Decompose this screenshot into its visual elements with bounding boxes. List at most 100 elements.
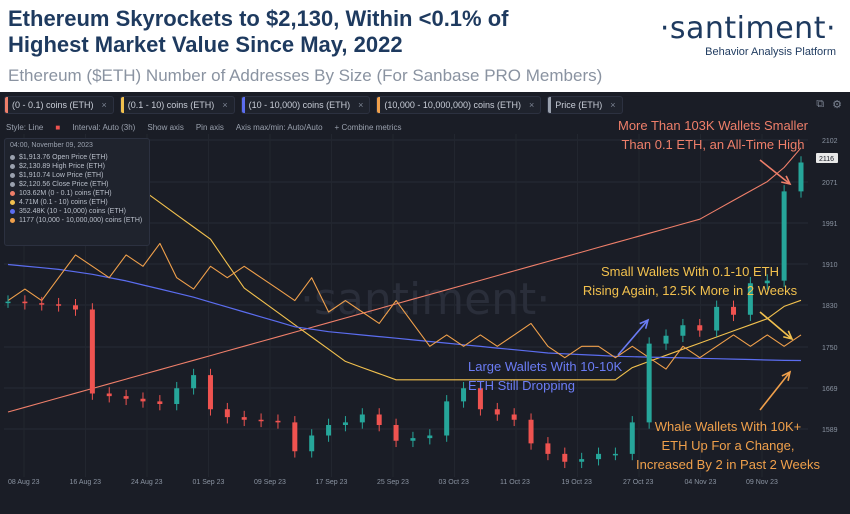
tooltip-row: 1177 (10,000 - 10,000,000) coins (ETH) [10,216,144,225]
close-icon[interactable]: × [222,100,228,110]
candle-body [376,414,382,425]
candle-body [477,388,483,410]
candle-body [191,375,197,389]
tooltip-row: $2,130.89 High Price (ETH) [10,162,144,171]
combine-metrics-button[interactable]: + Combine metrics [334,123,402,132]
brand-name: ·santiment· [659,11,836,46]
price-label: 2116 [819,156,834,163]
candle-body [241,417,247,420]
candle-body [123,396,129,399]
show-axis-toggle[interactable]: Show axis [147,123,184,132]
candle-body [393,425,399,441]
annotation-top-line2: Than 0.1 ETH, an All-Time High [621,137,805,152]
link-icon[interactable]: ⧉ [816,98,825,110]
candle-body [747,283,753,315]
y-tick-label: 1830 [822,303,838,310]
x-tick-label: 16 Aug 23 [70,479,102,486]
candle-body [410,438,416,441]
annotation-whale-line3: Increased By 2 in Past 2 Weeks [635,457,821,472]
candle-body [798,162,804,192]
annotation-small-line1: Small Wallets With 0.1-10 ETH [601,264,779,279]
color-swatch-icon[interactable]: ■ [55,123,61,132]
annotation-large-line1: Large Wallets With 10-10K [468,359,623,374]
arrow-small-wallets-head [783,330,794,341]
candle-body [342,422,348,425]
tooltip-dot [10,164,15,169]
arrow-large-wallets-head [639,318,650,329]
annotation-whale: Whale Wallets With 10K+ ETH Up For a Cha… [610,417,846,474]
x-tick-label: 17 Sep 23 [316,479,348,486]
tooltip-row: $1,913.76 Open Price (ETH) [10,153,144,162]
legend-swatch [120,97,124,113]
title-line-2: Highest Market Value Since May, 2022 [8,32,403,57]
candle-body [629,422,635,454]
series-line-large-wallets [7,263,802,362]
style-selector[interactable]: Style: Line [6,123,44,132]
chart-toolbar: Style: Line ■ Interval: Auto (3h) Show a… [6,123,401,132]
candle-body [444,401,450,436]
close-icon[interactable]: × [610,100,616,110]
title-line-1: Ethereum Skyrockets to $2,130, Within <0… [8,6,509,31]
close-icon[interactable]: × [358,100,364,110]
candle-body [140,398,146,402]
x-tick-label: 03 Oct 23 [439,479,469,486]
candle-body [89,309,95,394]
tooltip-dot [10,155,15,160]
legend-swatch [241,97,245,113]
x-tick-label: 04 Nov 23 [685,479,717,486]
price-label-box [816,153,838,163]
settings-icon[interactable]: ⚙ [832,99,842,111]
legend-chip[interactable]: (10,000 - 10,000,000) coins (ETH) × [376,96,542,114]
candle-body [72,305,78,310]
legend-label: (10,000 - 10,000,000) coins (ETH) [384,100,521,110]
candle-body [731,306,737,315]
tooltip-row: $2,120.56 Close Price (ETH) [10,180,144,189]
y-tick-label: 2102 [822,138,838,145]
candle-body [157,401,163,404]
tooltip-text: 352.48K (10 - 10,000) coins (ETH) [19,208,126,215]
arrow-tiny-wallets [759,159,791,185]
tooltip-text: $2,130.89 High Price (ETH) [19,163,105,170]
annotation-top: More Than 103K Wallets Smaller Than 0.1 … [578,116,848,154]
tooltip-row: 352.48K (10 - 10,000) coins (ETH) [10,207,144,216]
candle-body [494,409,500,415]
candle-body [5,301,11,304]
candle-body [528,419,534,444]
close-icon[interactable]: × [528,100,535,110]
brand-tagline: Behavior Analysis Platform [705,46,836,58]
axis-minmax-selector[interactable]: Axis max/min: Auto/Auto [235,123,323,132]
candle-body [326,425,332,436]
tooltip-infobox: 04:00, November 09, 2023 $1,913.76 Open … [4,138,150,246]
candle-body [224,409,230,418]
arrow-whale-wallets-head [781,370,792,381]
interval-selector[interactable]: Interval: Auto (3h) [72,123,136,132]
legend-chip[interactable]: Price (ETH) × [547,96,623,114]
candle-body [461,388,467,402]
candle-body [511,414,517,420]
tooltip-text: $1,910.74 Low Price (ETH) [19,172,104,179]
pin-axis-toggle[interactable]: Pin axis [195,123,224,132]
tooltip-row: 4.71M (0.1 - 10) coins (ETH) [10,198,144,207]
arrow-tiny-wallets-head [781,175,792,186]
legend-chip[interactable]: (0.1 - 10) coins (ETH) × [119,96,235,114]
candle-body [646,343,652,423]
candle-body [39,303,45,305]
tooltip-text: 1177 (10,000 - 10,000,000) coins (ETH) [19,217,143,224]
close-icon[interactable]: × [101,100,107,110]
tooltip-dot [10,182,15,187]
candle-body [292,422,298,452]
candle-body [579,459,585,462]
candle-body [781,191,787,281]
legend-swatch [5,97,8,113]
legend-label: (0.1 - 10) coins (ETH) [127,100,215,110]
candle-body [427,435,433,439]
legend-chip[interactable]: (10 - 10,000) coins (ETH) × [240,96,371,114]
tooltip-dot [10,218,15,223]
candle-body [22,301,28,304]
series-line-whale-wallets [7,242,802,370]
annotation-large: Large Wallets With 10-10K ETH Still Drop… [440,357,660,395]
legend-chip[interactable]: (0 - 0.1) coins (ETH) × [4,96,114,114]
candle-body [562,453,568,462]
tooltip-text: 103.62M (0 - 0.1) coins (ETH) [19,190,112,197]
x-tick-label: 25 Sep 23 [377,479,409,486]
